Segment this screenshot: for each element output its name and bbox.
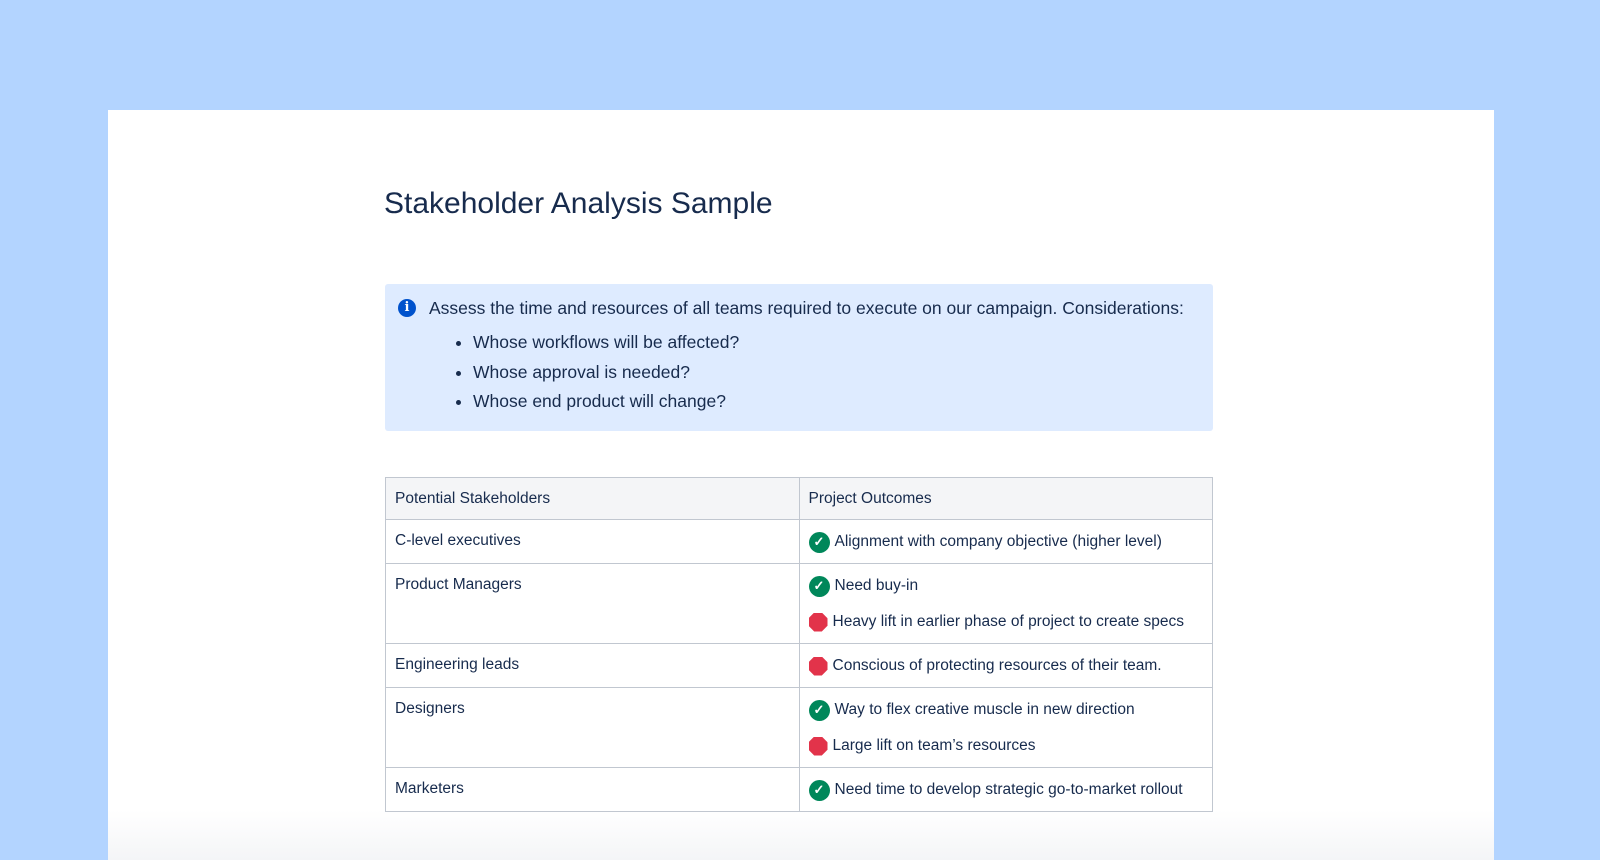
stakeholder-cell: Product Managers (385, 563, 800, 644)
outcomes-cell: ✓ Way to flex creative muscle in new dire… (798, 687, 1213, 768)
info-icon: i (398, 299, 416, 317)
outcome-text: Large lift on team’s resources (832, 737, 1036, 754)
outcome-text: Need time to develop strategic go-to-mar… (834, 781, 1183, 798)
outcome-text: Way to flex creative muscle in new direc… (834, 701, 1135, 718)
table-row: Designers ✓ Way to flex creative muscle in… (385, 687, 1213, 768)
outcomes-cell: ✓ Need time to develop strategic go-to-ma… (798, 767, 1213, 812)
outcome-text: Conscious of protecting resources of the… (832, 657, 1162, 674)
outcome-text: Alignment with company objective (higher… (834, 533, 1162, 550)
outcome-item: ✓ Need time to develop strategic go-to-ma… (808, 779, 1204, 801)
outcomes-cell: ✓ Need buy-in Heavy lift in earlier phase … (798, 563, 1213, 644)
header-outcomes: Project Outcomes (798, 477, 1213, 520)
outcome-text: Heavy lift in earlier phase of project t… (832, 613, 1185, 630)
stakeholder-table: Potential Stakeholders Project Outcomes … (385, 477, 1213, 812)
stop-icon (808, 736, 828, 756)
info-panel: i Assess the time and resources of all t… (385, 284, 1213, 431)
header-stakeholders: Potential Stakeholders (385, 477, 800, 520)
stop-icon (808, 656, 828, 676)
outcome-item: ✓ Way to flex creative muscle in new dire… (808, 699, 1204, 721)
outcome-text: Need buy-in (834, 577, 919, 594)
outcome-item: Large lift on team’s resources (808, 736, 1204, 756)
check-icon: ✓ (808, 699, 830, 721)
outcomes-cell: Conscious of protecting resources of the… (798, 643, 1213, 688)
outcome-item: ✓ Alignment with company objective (highe… (808, 531, 1204, 553)
page-title: Stakeholder Analysis Sample (384, 187, 773, 220)
check-icon: ✓ (808, 531, 830, 553)
list-item: Whose workflows will be affected? (473, 328, 739, 358)
stop-icon (808, 612, 828, 632)
outcome-item: ✓ Need buy-in (808, 575, 1204, 597)
list-item: Whose end product will change? (473, 387, 739, 417)
considerations-list: Whose workflows will be affected? Whose … (429, 328, 739, 417)
table-row: Marketers ✓ Need time to develop strategic… (385, 767, 1213, 812)
outcome-item: Heavy lift in earlier phase of project t… (808, 612, 1204, 632)
list-item: Whose approval is needed? (473, 358, 739, 388)
table-row: Product Managers ✓ Need buy-in Heavy lift i… (385, 563, 1213, 644)
table-row: Engineering leads Conscious of protecting… (385, 643, 1213, 688)
table-row: C-level executives ✓ Alignment with compan… (385, 519, 1213, 564)
stakeholder-cell: Marketers (385, 767, 800, 812)
stakeholder-cell: Designers (385, 687, 800, 768)
table-header-row: Potential Stakeholders Project Outcomes (385, 477, 1213, 520)
outcome-item: Conscious of protecting resources of the… (808, 656, 1204, 676)
stakeholder-cell: C-level executives (385, 519, 800, 564)
outcomes-cell: ✓ Alignment with company objective (highe… (798, 519, 1213, 564)
info-text: Assess the time and resources of all tea… (429, 298, 1184, 318)
stakeholder-cell: Engineering leads (385, 643, 800, 688)
check-icon: ✓ (808, 779, 830, 801)
check-icon: ✓ (808, 575, 830, 597)
